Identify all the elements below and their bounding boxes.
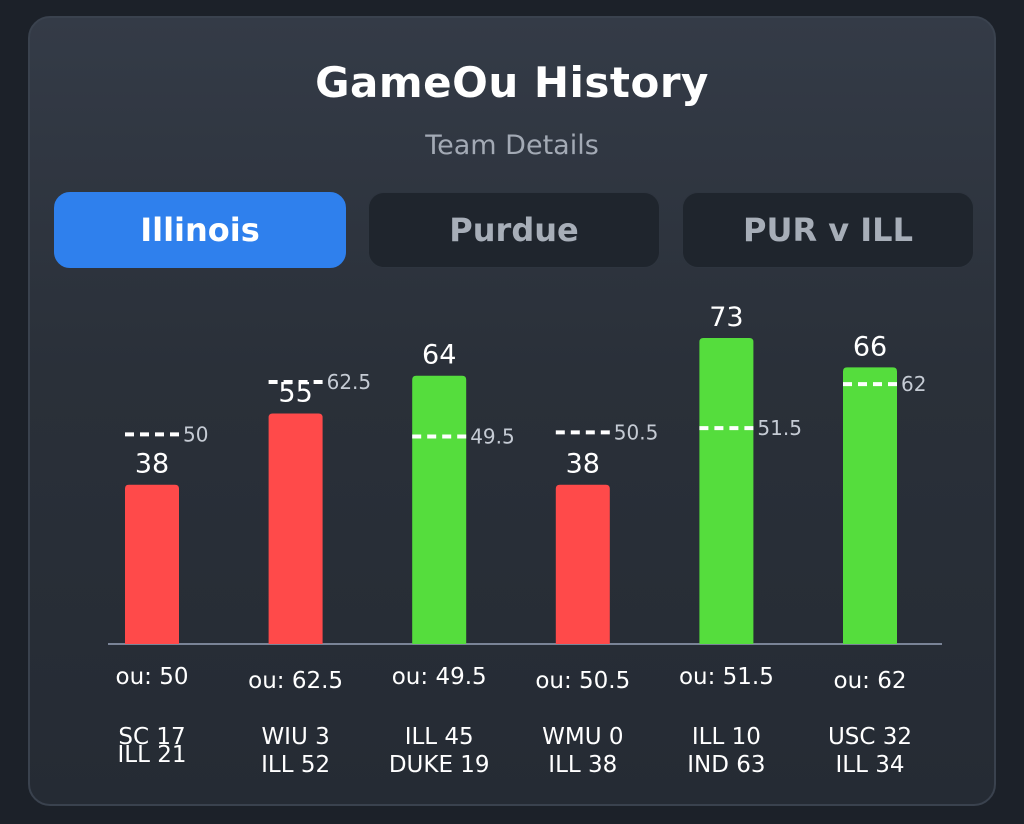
history-card: GameOu History Team Details Illinois Pur… xyxy=(28,16,996,806)
ou-line-value: 62 xyxy=(901,372,926,396)
bar xyxy=(555,484,610,644)
score-line-2: ILL 52 xyxy=(261,752,330,778)
bar-value-label: 55 xyxy=(278,377,312,408)
bar-value-label: 73 xyxy=(709,302,743,333)
ou-line-value: 50.5 xyxy=(614,420,659,444)
score-line-2: DUKE 19 xyxy=(389,752,490,778)
score-line-1: ILL 10 xyxy=(692,724,761,750)
bar xyxy=(699,338,754,644)
score-line-2: ILL 21 xyxy=(118,742,187,768)
score-line-1: USC 32 xyxy=(828,724,912,750)
bar-value-label: 66 xyxy=(853,331,887,362)
bar xyxy=(125,484,179,644)
bar-value-label: 64 xyxy=(422,340,456,371)
bar xyxy=(412,375,467,644)
score-line-2: IND 63 xyxy=(687,752,765,778)
page-title: GameOu History xyxy=(315,58,709,107)
ou-category-label: ou: 49.5 xyxy=(392,664,487,690)
bar xyxy=(268,413,323,644)
score-line-2: ILL 34 xyxy=(836,752,905,778)
score-line-1: WIU 3 xyxy=(261,724,329,750)
ou-line-value: 51.5 xyxy=(757,416,802,440)
ou-category-label: ou: 50.5 xyxy=(535,668,630,694)
score-line-1: ILL 45 xyxy=(405,724,474,750)
tab-purdue[interactable]: Purdue xyxy=(368,192,660,268)
score-line-2: ILL 38 xyxy=(548,752,617,778)
ou-line-value: 49.5 xyxy=(470,425,515,449)
page-subtitle: Team Details xyxy=(425,130,599,161)
ou-category-label: ou: 50 xyxy=(116,664,189,690)
bar-value-label: 38 xyxy=(135,449,169,480)
score-line-1: SC 17 xyxy=(118,724,185,750)
tab-illinois[interactable]: Illinois xyxy=(54,192,346,268)
ou-category-label: ou: 62.5 xyxy=(248,668,343,694)
ou-category-label: ou: 62 xyxy=(834,668,907,694)
bar xyxy=(843,367,897,644)
ou-category-label: ou: 51.5 xyxy=(679,664,774,690)
bar-value-label: 38 xyxy=(566,449,600,480)
score-line-1: WMU 0 xyxy=(542,724,623,750)
ou-line-value: 50 xyxy=(183,422,208,446)
ou-line-value: 62.5 xyxy=(327,370,372,394)
tab-pur-v-ill[interactable]: PUR v ILL xyxy=(682,192,974,268)
